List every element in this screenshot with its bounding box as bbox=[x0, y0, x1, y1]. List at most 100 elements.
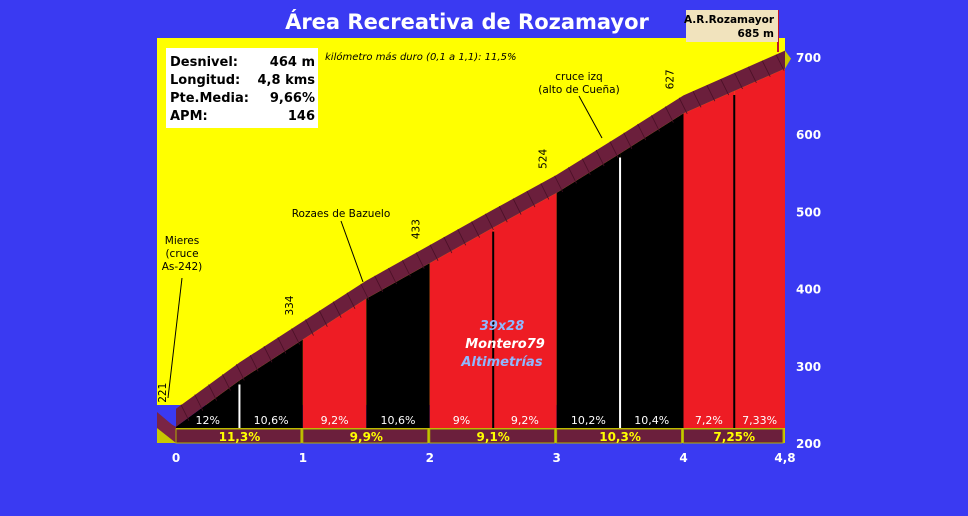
segment-fill bbox=[620, 113, 684, 428]
hardest-km-note: kilómetro más duro (0,1 a 1,1): 11,5% bbox=[325, 51, 516, 63]
segment-fill bbox=[366, 263, 430, 428]
road-hatch bbox=[374, 275, 384, 293]
road-ribbon bbox=[176, 50, 785, 427]
road-hatch bbox=[291, 328, 301, 345]
road-hatch bbox=[595, 149, 605, 167]
road-hatch bbox=[415, 252, 425, 269]
x-tick-label: 1 bbox=[299, 451, 307, 465]
road-hatch bbox=[457, 229, 467, 246]
stat-value: 9,66% bbox=[270, 91, 315, 106]
y-tick-label: 400 bbox=[796, 283, 821, 297]
watermark-line: 39x28 bbox=[480, 319, 525, 334]
segment-fill bbox=[556, 153, 621, 428]
summit-altitude: 685 m bbox=[737, 28, 774, 40]
road-hatch bbox=[720, 78, 730, 96]
road-hatch bbox=[734, 72, 743, 90]
summit-tip bbox=[785, 50, 791, 69]
segment-fill bbox=[493, 192, 557, 428]
road-hatch bbox=[235, 364, 245, 381]
segment-fill bbox=[429, 227, 494, 428]
segment-gradient-label: 10,4% bbox=[634, 414, 669, 427]
road-hatch bbox=[485, 213, 494, 231]
stat-value: 464 m bbox=[270, 55, 315, 70]
road-hatch bbox=[222, 374, 231, 391]
road-hatch bbox=[360, 283, 370, 301]
road-hatch bbox=[775, 54, 785, 71]
km-gradient-label: 7,25% bbox=[713, 430, 755, 444]
km-gradient-label: 11,3% bbox=[219, 430, 261, 444]
km-gradient-label: 9,9% bbox=[350, 430, 383, 444]
km-gradient-label: 10,3% bbox=[599, 430, 641, 444]
x-tick-label: 0 bbox=[172, 451, 180, 465]
stat-label: Pte.Media: bbox=[170, 91, 249, 106]
km-bar bbox=[556, 428, 682, 444]
km-bar bbox=[683, 428, 784, 444]
segment-fill bbox=[176, 380, 240, 428]
x-tick-label: 4,8 bbox=[774, 451, 795, 465]
annotation-leader bbox=[578, 95, 603, 139]
y-tick-label: 600 bbox=[796, 128, 821, 142]
road-hatch bbox=[429, 244, 439, 262]
segment-fill bbox=[734, 68, 785, 428]
road-hatch bbox=[568, 167, 577, 184]
road-hatch bbox=[277, 337, 287, 354]
annotation-line: cruce izq bbox=[555, 71, 602, 83]
road-hatch bbox=[540, 183, 550, 200]
annotation-line: (alto de Cueña) bbox=[538, 84, 619, 96]
road-hatch bbox=[678, 97, 688, 114]
summit-box bbox=[686, 10, 778, 42]
road-hatch bbox=[388, 267, 397, 285]
road-hatch bbox=[623, 132, 633, 150]
annotation-line: Mieres bbox=[165, 235, 199, 247]
x-tick-label: 3 bbox=[552, 451, 560, 465]
road-hatch bbox=[748, 66, 757, 84]
segment-gradient-label: 10,6% bbox=[381, 414, 416, 427]
road-hatch bbox=[318, 310, 328, 327]
road-hatch bbox=[581, 158, 591, 175]
segment-gradient-label: 10,2% bbox=[571, 414, 606, 427]
watermark-line: Montero79 bbox=[465, 337, 545, 352]
road-hatch bbox=[651, 115, 660, 132]
stats-box bbox=[166, 48, 318, 128]
elevation-label: 433 bbox=[411, 219, 423, 239]
segment-fill bbox=[683, 90, 735, 428]
y-tick-label: 300 bbox=[796, 360, 821, 374]
km-bar bbox=[429, 428, 556, 444]
segment-gradient-label: 9,2% bbox=[321, 414, 349, 427]
road-hatch bbox=[554, 175, 563, 193]
road-hatch bbox=[512, 198, 522, 215]
road-hatch bbox=[471, 221, 480, 238]
annotation-line: Rozaes de Bazuelo bbox=[292, 208, 391, 220]
stat-value: 4,8 kms bbox=[258, 73, 316, 88]
road-hatch bbox=[706, 84, 716, 102]
chart-title: Área Recreativa de Rozamayor bbox=[285, 9, 649, 34]
x-tick-label: 2 bbox=[426, 451, 434, 465]
road-hatch bbox=[305, 319, 314, 336]
annotation-leader bbox=[340, 220, 364, 283]
segment-gradient-label: 9% bbox=[453, 414, 470, 427]
road-hatch bbox=[402, 260, 411, 277]
stat-value: 146 bbox=[288, 109, 315, 124]
segment-fill bbox=[239, 339, 303, 428]
road-hatch bbox=[180, 404, 190, 421]
road-hatch bbox=[526, 190, 536, 208]
segment-gradient-label: 9,2% bbox=[511, 414, 539, 427]
base-left-cap bbox=[157, 412, 176, 443]
km-gradient-label: 9,1% bbox=[477, 430, 510, 444]
elevation-label: 524 bbox=[538, 149, 550, 169]
elevation-label: 627 bbox=[665, 69, 677, 89]
elevation-label: 334 bbox=[284, 295, 296, 315]
road-hatch bbox=[664, 106, 674, 123]
stat-label: Longitud: bbox=[170, 73, 240, 88]
road-hatch bbox=[761, 60, 771, 77]
road-hatch bbox=[443, 236, 453, 254]
road-hatch bbox=[692, 91, 702, 108]
y-tick-label: 200 bbox=[796, 437, 821, 451]
road-hatch bbox=[194, 394, 204, 411]
stat-label: APM: bbox=[170, 109, 208, 124]
watermark-line: Altimetrías bbox=[460, 355, 542, 370]
segment-gradient-label: 12% bbox=[195, 414, 219, 427]
road-hatch bbox=[332, 301, 342, 318]
